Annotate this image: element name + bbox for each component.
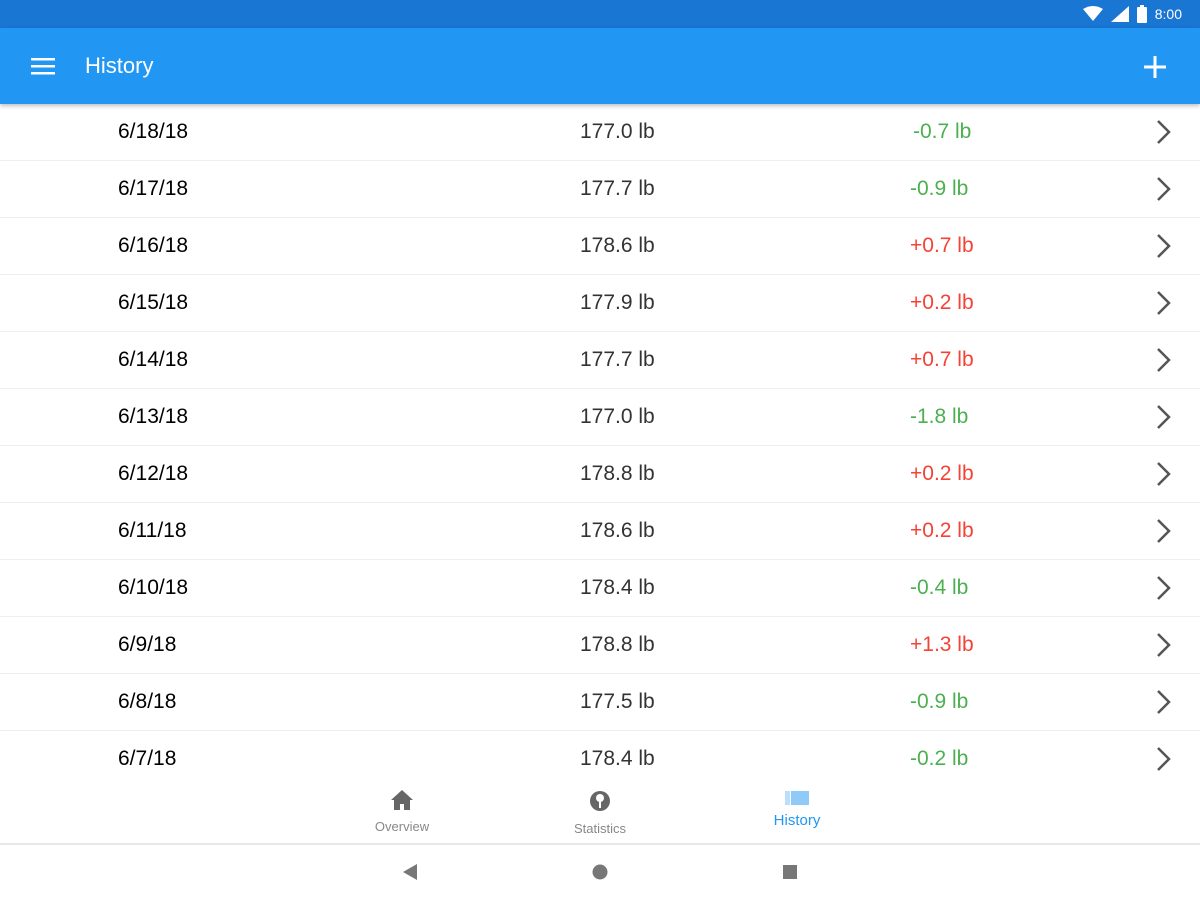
bottom-navigation: Overview Statistics History	[0, 778, 1200, 845]
history-row[interactable]: 6/9/18 178.8 lb +1.3 lb	[0, 617, 1200, 674]
history-row[interactable]: 6/18/18 177.0 lb -0.7 lb	[0, 104, 1200, 161]
entry-date: 6/17/18	[118, 177, 189, 200]
history-row[interactable]: 6/10/18 178.4 lb -0.4 lb	[0, 560, 1200, 617]
chevron-right-icon	[1157, 177, 1171, 201]
scale-icon	[590, 791, 610, 811]
history-row[interactable]: 6/7/18 178.4 lb -0.2 lb	[0, 731, 1200, 778]
entry-weight: 177.5 lb	[580, 690, 655, 713]
entry-weight: 178.4 lb	[580, 747, 655, 770]
entry-date: 6/18/18	[118, 120, 189, 143]
tab-label: Overview	[374, 819, 430, 834]
history-row[interactable]: 6/14/18 177.7 lb +0.7 lb	[0, 332, 1200, 389]
list-icon	[785, 791, 809, 805]
entry-delta: -0.9 lb	[910, 177, 969, 200]
chevron-right-icon	[1157, 747, 1171, 771]
entry-weight: 177.9 lb	[580, 291, 655, 314]
tab-label: Statistics	[573, 821, 626, 836]
add-entry-button[interactable]	[1110, 45, 1200, 87]
tab-label: History	[773, 812, 821, 829]
app-bar: History	[0, 28, 1200, 104]
chevron-right-icon	[1157, 234, 1171, 258]
home-button-icon[interactable]	[592, 864, 608, 880]
entry-date: 6/8/18	[118, 690, 177, 713]
entry-delta: -0.9 lb	[910, 690, 969, 713]
entry-weight: 178.8 lb	[580, 633, 655, 656]
battery-icon	[1136, 5, 1147, 23]
chevron-right-icon	[1157, 576, 1171, 600]
menu-icon	[30, 58, 55, 75]
chevron-right-icon	[1157, 120, 1171, 144]
entry-delta: -0.4 lb	[910, 576, 969, 599]
history-list: 6/18/18 177.0 lb -0.7 lb 6/17/18 177.7 l…	[0, 104, 1200, 778]
entry-date: 6/13/18	[118, 405, 189, 428]
status-bar: 8:00	[0, 0, 1200, 28]
entry-date: 6/15/18	[118, 291, 189, 314]
history-row[interactable]: 6/15/18 177.9 lb +0.2 lb	[0, 275, 1200, 332]
entry-weight: 178.6 lb	[580, 234, 655, 257]
entry-weight: 178.8 lb	[580, 462, 655, 485]
history-row[interactable]: 6/11/18 178.6 lb +0.2 lb	[0, 503, 1200, 560]
entry-delta: +0.7 lb	[910, 234, 974, 257]
entry-date: 6/7/18	[118, 747, 177, 770]
system-navigation	[0, 847, 1200, 900]
chevron-right-icon	[1157, 405, 1171, 429]
back-icon[interactable]	[403, 864, 417, 880]
entry-delta: +0.2 lb	[910, 462, 974, 485]
history-row[interactable]: 6/8/18 177.5 lb -0.9 lb	[0, 674, 1200, 731]
entry-weight: 178.6 lb	[580, 519, 655, 542]
entry-date: 6/11/18	[118, 519, 187, 542]
entry-delta: -1.8 lb	[910, 405, 969, 428]
entry-delta: +0.2 lb	[910, 519, 974, 542]
entry-date: 6/14/18	[118, 348, 189, 371]
chevron-right-icon	[1157, 291, 1171, 315]
home-icon	[391, 790, 413, 810]
menu-button[interactable]	[0, 57, 85, 75]
entry-weight: 178.4 lb	[580, 576, 655, 599]
entry-weight: 177.0 lb	[580, 405, 655, 428]
entry-delta: -0.7 lb	[913, 120, 972, 143]
entry-delta: +0.7 lb	[910, 348, 974, 371]
chevron-right-icon	[1157, 519, 1171, 543]
page-title: History	[85, 53, 154, 78]
cell-signal-icon	[1110, 6, 1129, 22]
entry-date: 6/12/18	[118, 462, 189, 485]
chevron-right-icon	[1157, 690, 1171, 714]
history-row[interactable]: 6/13/18 177.0 lb -1.8 lb	[0, 389, 1200, 446]
tab-history[interactable]: History	[737, 790, 857, 829]
entry-delta: +1.3 lb	[910, 633, 974, 656]
entry-date: 6/10/18	[118, 576, 189, 599]
entry-delta: +0.2 lb	[910, 291, 974, 314]
history-row[interactable]: 6/16/18 178.6 lb +0.7 lb	[0, 218, 1200, 275]
wifi-icon	[1082, 6, 1103, 21]
chevron-right-icon	[1157, 348, 1171, 372]
entry-weight: 177.7 lb	[580, 348, 655, 371]
entry-weight: 177.7 lb	[580, 177, 655, 200]
tab-overview[interactable]: Overview	[342, 790, 462, 834]
entry-weight: 177.0 lb	[580, 120, 655, 143]
history-row[interactable]: 6/12/18 178.8 lb +0.2 lb	[0, 446, 1200, 503]
entry-delta: -0.2 lb	[910, 747, 969, 770]
recents-icon[interactable]	[783, 865, 797, 879]
chevron-right-icon	[1157, 633, 1171, 657]
history-row[interactable]: 6/17/18 177.7 lb -0.9 lb	[0, 161, 1200, 218]
entry-date: 6/9/18	[118, 633, 177, 656]
clock: 8:00	[1154, 6, 1182, 22]
tab-statistics[interactable]: Statistics	[540, 790, 660, 836]
entry-date: 6/16/18	[118, 234, 189, 257]
plus-icon	[1144, 56, 1166, 78]
chevron-right-icon	[1157, 462, 1171, 486]
